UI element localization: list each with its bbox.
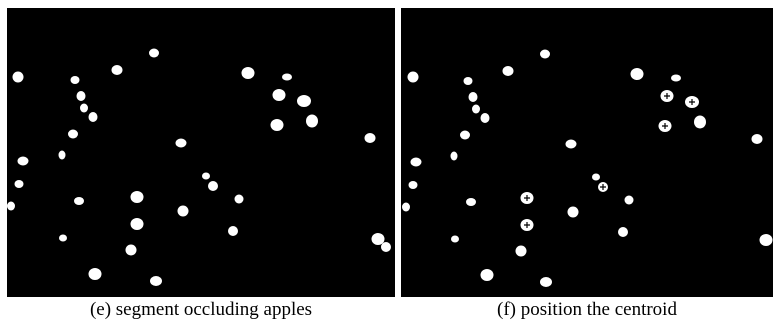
apple-blob [381,242,391,252]
apple-blob [282,73,292,81]
apple-blob [270,119,284,131]
apple-blob [111,65,123,75]
apple-blob [364,133,376,143]
centroid-marker [662,123,668,129]
apple-blob [624,195,634,205]
apple-blob [630,68,644,80]
centroid-marker [524,195,530,201]
apple-blob [88,112,98,122]
apple-blob [150,276,162,286]
apple-blob [463,77,473,85]
apple-blob [130,191,144,203]
apple-blob [515,245,527,257]
apple-blob [468,92,478,102]
apple-blob [540,277,552,287]
apple-blob [751,134,763,144]
apple-blob [70,76,80,84]
apple-blob [480,269,494,281]
caption-e: (e) segment occluding apples [89,299,313,320]
apple-blob [460,130,470,140]
apple-blob [371,233,385,245]
apple-blob [540,49,550,59]
centroid-marker [600,184,606,190]
centroid-apples-image [401,8,773,297]
centroid-apples-mask [402,49,773,287]
apple-blob [7,201,15,211]
apple-blob [68,129,78,139]
apple-blob [450,151,458,161]
apple-blobs [402,49,773,287]
apple-blob [88,268,102,280]
apple-blob [228,226,238,236]
apple-blob [408,181,418,189]
centroid-marker [664,93,670,99]
apple-blob [14,180,24,188]
centroid-marker [689,99,695,105]
apple-blob [58,150,66,160]
apple-blob [202,172,210,180]
apple-blob [76,91,86,101]
apple-blob [502,66,514,76]
apple-blob [480,113,490,123]
apple-blob [618,227,628,237]
apple-blob [59,234,67,242]
apple-blobs [7,48,391,286]
apple-blob [125,244,137,256]
apple-blob [12,71,24,83]
apple-blob [175,138,187,148]
apple-blob [149,48,159,58]
apple-blob [297,95,311,107]
apple-blob [80,103,88,113]
centroid-markers [524,93,695,228]
apple-blob [410,157,422,167]
apple-blob [234,194,244,204]
apple-blob [241,67,255,79]
apple-blob [402,202,410,212]
segmented-apples-mask [7,48,391,286]
apple-blob [17,156,29,166]
apple-blob [74,197,84,205]
apple-blob [208,181,218,191]
apple-blob [130,218,144,230]
apple-blob [306,114,318,128]
centroid-marker [524,222,530,228]
apple-blob [565,139,577,149]
apple-blob [272,89,286,101]
apple-blob [466,198,476,206]
apple-blob [177,205,189,217]
apple-blob [451,235,459,243]
apple-blob [567,206,579,218]
apple-blob [759,234,773,246]
apple-blob [407,71,419,83]
apple-blob [694,115,706,129]
apple-blob [472,104,480,114]
apple-blob [671,74,681,82]
caption-f: (f) position the centroid [497,299,677,320]
apple-blob [592,173,600,181]
segmented-apples-image [7,8,395,297]
